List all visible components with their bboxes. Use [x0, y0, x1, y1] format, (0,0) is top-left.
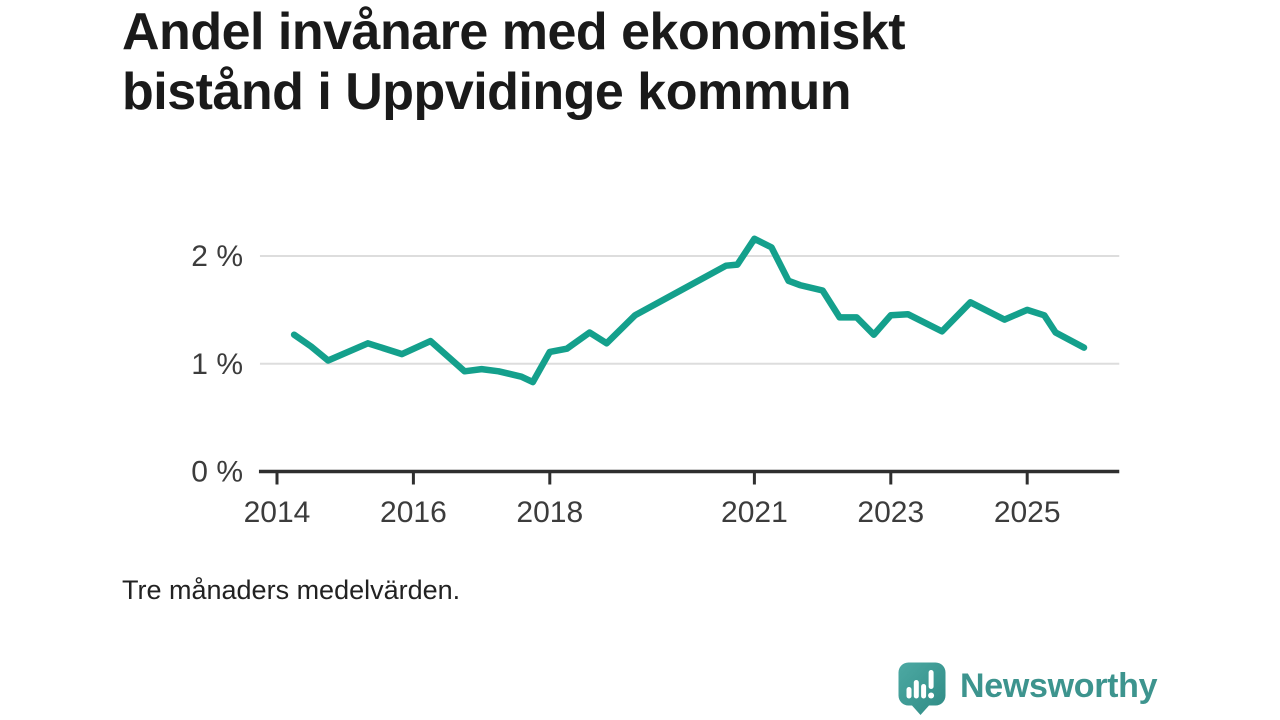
y-tick-label: 2 %	[191, 240, 243, 273]
data-line	[290, 235, 1088, 386]
newsworthy-logo-text: Newsworthy	[960, 666, 1158, 705]
x-tick-label: 2021	[721, 496, 788, 529]
newsworthy-logo: Newsworthy	[897, 661, 1158, 716]
y-tick-label: 1 %	[191, 348, 243, 381]
page-title: Andel invånare med ekonomiskt bistånd i …	[122, 2, 1082, 123]
x-tick-label: 2016	[380, 496, 447, 529]
x-tick-label: 2014	[244, 496, 311, 529]
exclamation-glyph	[928, 670, 935, 699]
page-title-line-2: bistånd i Uppvidinge kommun	[122, 63, 851, 122]
newsworthy-speech-bubble-chart-icon	[898, 662, 946, 715]
x-tick-label: 2023	[857, 496, 924, 529]
y-tick-label: 0 %	[191, 456, 243, 489]
bar-chart-glyph	[906, 680, 927, 699]
x-tick-label: 2018	[516, 496, 583, 529]
chart-footnote: Tre månaders medelvärden.	[122, 575, 461, 605]
x-tick-label: 2025	[994, 496, 1061, 529]
page-title-line-1: Andel invånare med ekonomiskt	[122, 3, 906, 61]
